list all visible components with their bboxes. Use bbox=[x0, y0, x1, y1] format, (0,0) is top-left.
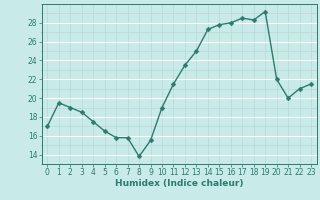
X-axis label: Humidex (Indice chaleur): Humidex (Indice chaleur) bbox=[115, 179, 244, 188]
